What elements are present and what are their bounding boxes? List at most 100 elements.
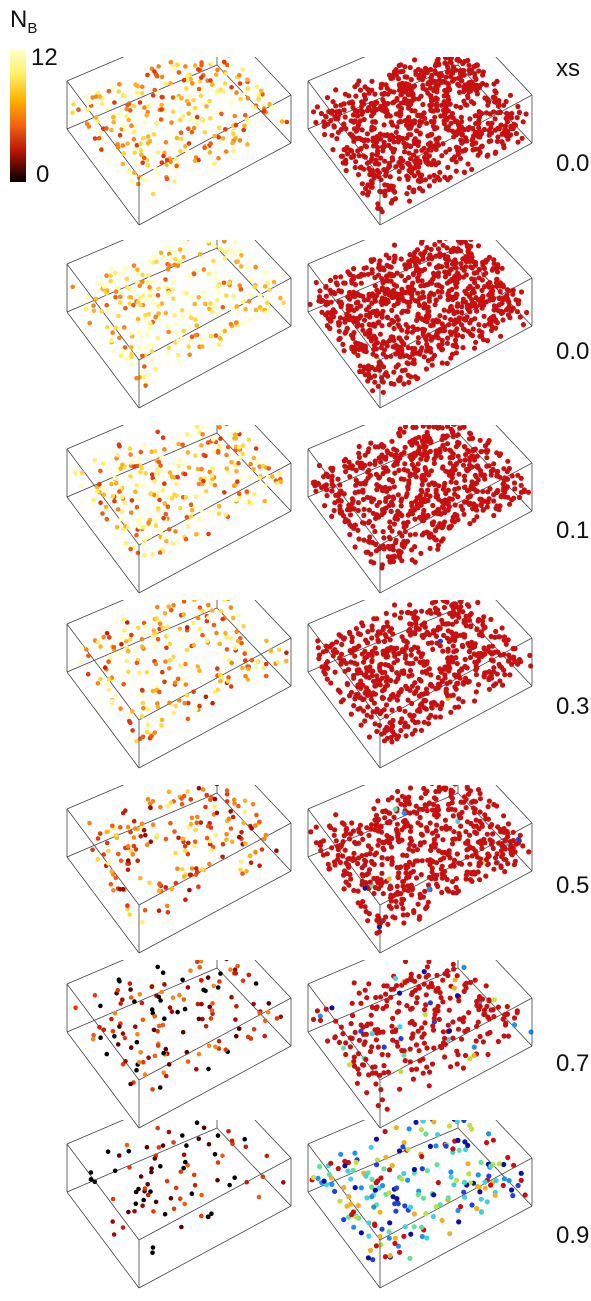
particle (349, 820, 355, 826)
particle (473, 121, 479, 127)
particle (362, 648, 368, 654)
particle (142, 364, 147, 369)
particle (515, 472, 521, 478)
particle (449, 841, 456, 847)
particle (370, 309, 376, 315)
particle (95, 118, 100, 124)
particle (454, 333, 460, 339)
particle (331, 507, 337, 514)
particle (313, 824, 319, 830)
particle (494, 803, 500, 809)
particle (398, 62, 404, 68)
particle (439, 875, 445, 881)
particle (121, 681, 126, 687)
particle (94, 281, 100, 287)
particle (440, 141, 446, 147)
particle (163, 140, 169, 145)
particle (188, 339, 194, 344)
particle (502, 126, 508, 132)
particle (458, 861, 464, 867)
particle (141, 524, 146, 530)
particle (239, 830, 244, 835)
particle (219, 331, 224, 337)
particle (418, 487, 424, 493)
particle (195, 814, 200, 820)
particle (217, 444, 222, 449)
particle (206, 602, 211, 608)
particle (181, 77, 187, 83)
particle (494, 320, 500, 326)
particle (126, 117, 131, 123)
particle (134, 142, 140, 148)
particle (99, 101, 105, 106)
particle (257, 464, 262, 469)
particle (106, 659, 111, 664)
particle-render (307, 600, 534, 769)
particle (113, 325, 118, 330)
particle (462, 675, 469, 681)
particle (323, 643, 329, 649)
particle (386, 502, 392, 509)
particle (166, 633, 172, 638)
particle (458, 104, 464, 111)
particle (472, 659, 478, 665)
particle (411, 613, 417, 619)
particle (510, 287, 516, 293)
particle (484, 338, 491, 344)
particle (104, 840, 110, 846)
particle (128, 546, 133, 552)
particle (468, 317, 475, 323)
particle (389, 739, 395, 745)
particle (224, 293, 229, 298)
particle (319, 309, 325, 315)
particle (327, 325, 333, 331)
particle (90, 501, 96, 507)
particle (475, 465, 481, 471)
particle (186, 700, 191, 706)
particle (241, 820, 246, 826)
particle (368, 495, 374, 501)
particle (403, 644, 409, 650)
particle (378, 299, 384, 305)
particle (133, 161, 139, 167)
particle (365, 704, 371, 710)
panel-left-row-3 (57, 600, 297, 780)
particle (473, 652, 479, 658)
particle (181, 612, 186, 617)
particle (491, 257, 497, 263)
particle (442, 269, 448, 275)
particle (481, 673, 487, 679)
particle (404, 135, 410, 141)
particle (399, 716, 405, 722)
particle (416, 272, 422, 278)
particle (383, 465, 389, 471)
particle (399, 668, 405, 675)
particle (171, 654, 176, 660)
particle (369, 322, 375, 328)
particle (486, 138, 492, 144)
particle (391, 99, 397, 105)
particle (467, 861, 473, 867)
particle (455, 442, 461, 448)
particle (155, 636, 161, 642)
particle (411, 712, 417, 719)
particle (113, 289, 119, 294)
particle (224, 791, 230, 797)
particle (481, 645, 487, 651)
particle (360, 487, 366, 493)
particle (463, 272, 469, 278)
particle (336, 497, 343, 503)
particle (316, 294, 323, 300)
particle (502, 837, 508, 843)
particle (264, 638, 269, 644)
particle (171, 279, 176, 284)
particle (191, 620, 196, 626)
particle (365, 688, 372, 694)
particle (134, 482, 140, 488)
particle (335, 320, 341, 326)
particle (416, 649, 422, 655)
particle (250, 802, 256, 807)
particle (198, 507, 204, 513)
particle (222, 328, 228, 334)
particle (389, 155, 395, 161)
